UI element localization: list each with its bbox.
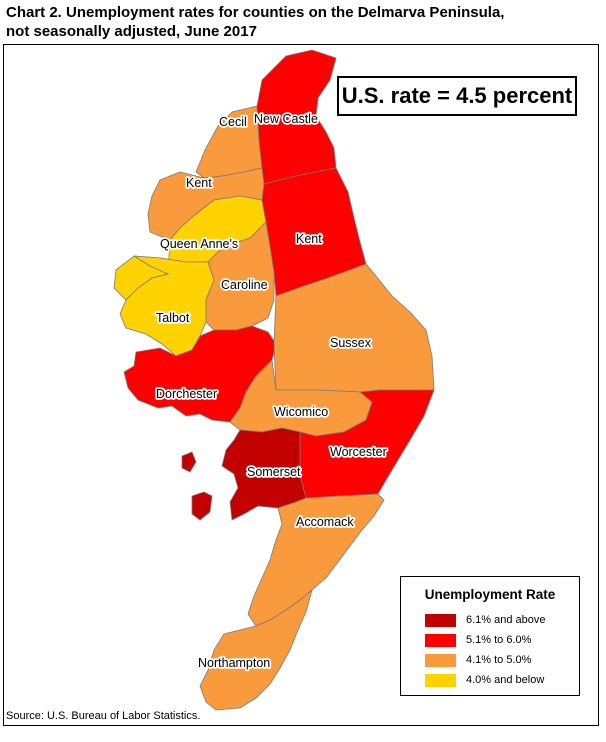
legend-label: 4.1% to 5.0% — [466, 654, 532, 666]
label-new-castle: New Castle — [254, 112, 318, 126]
county-new-castle — [256, 49, 337, 185]
label-kent-de: Kent — [296, 232, 322, 246]
county-somerset — [221, 427, 307, 521]
legend-swatch — [425, 653, 456, 667]
county-caroline — [205, 221, 275, 331]
label-sussex: Sussex — [330, 336, 372, 350]
chart-title: Chart 2. Unemployment rates for counties… — [6, 3, 504, 41]
legend-label: 4.0% and below — [466, 674, 545, 686]
legend-item: 4.0% and below — [425, 670, 579, 690]
source-note: Source: U.S. Bureau of Labor Statistics. — [6, 710, 201, 722]
legend-label: 5.1% to 6.0% — [466, 634, 532, 646]
label-kent-md: Kent — [186, 176, 212, 190]
county-somerset-island-2 — [191, 491, 213, 521]
label-caroline: Caroline — [221, 278, 268, 292]
label-queen-annes: Queen Anne's — [160, 237, 238, 251]
county-northampton — [199, 588, 313, 711]
legend-item: 4.1% to 5.0% — [425, 650, 579, 670]
legend-swatch — [425, 613, 456, 627]
label-dorchester: Dorchester — [156, 387, 217, 401]
county-somerset-island-1 — [181, 451, 197, 473]
label-somerset: Somerset — [247, 465, 301, 479]
chart-title-line2: not seasonally adjusted, June 2017 — [6, 23, 257, 40]
us-rate-box: U.S. rate = 4.5 percent — [337, 76, 577, 116]
legend-item: 5.1% to 6.0% — [425, 630, 579, 650]
legend-title: Unemployment Rate — [424, 587, 556, 602]
chart-title-line1: Chart 2. Unemployment rates for counties… — [6, 4, 505, 21]
label-accomack: Accomack — [296, 515, 354, 529]
legend: Unemployment Rate 6.1% and above 5.1% to… — [400, 576, 580, 696]
label-wicomico: Wicomico — [274, 405, 328, 419]
label-worcester: Worcester — [330, 445, 387, 459]
legend-label: 6.1% and above — [466, 614, 546, 626]
legend-swatch — [425, 633, 456, 647]
county-accomack — [247, 493, 385, 627]
legend-swatch — [425, 673, 456, 687]
label-cecil: Cecil — [219, 115, 247, 129]
label-talbot: Talbot — [156, 311, 190, 325]
label-northampton: Northampton — [198, 656, 270, 670]
legend-item: 6.1% and above — [425, 610, 579, 630]
